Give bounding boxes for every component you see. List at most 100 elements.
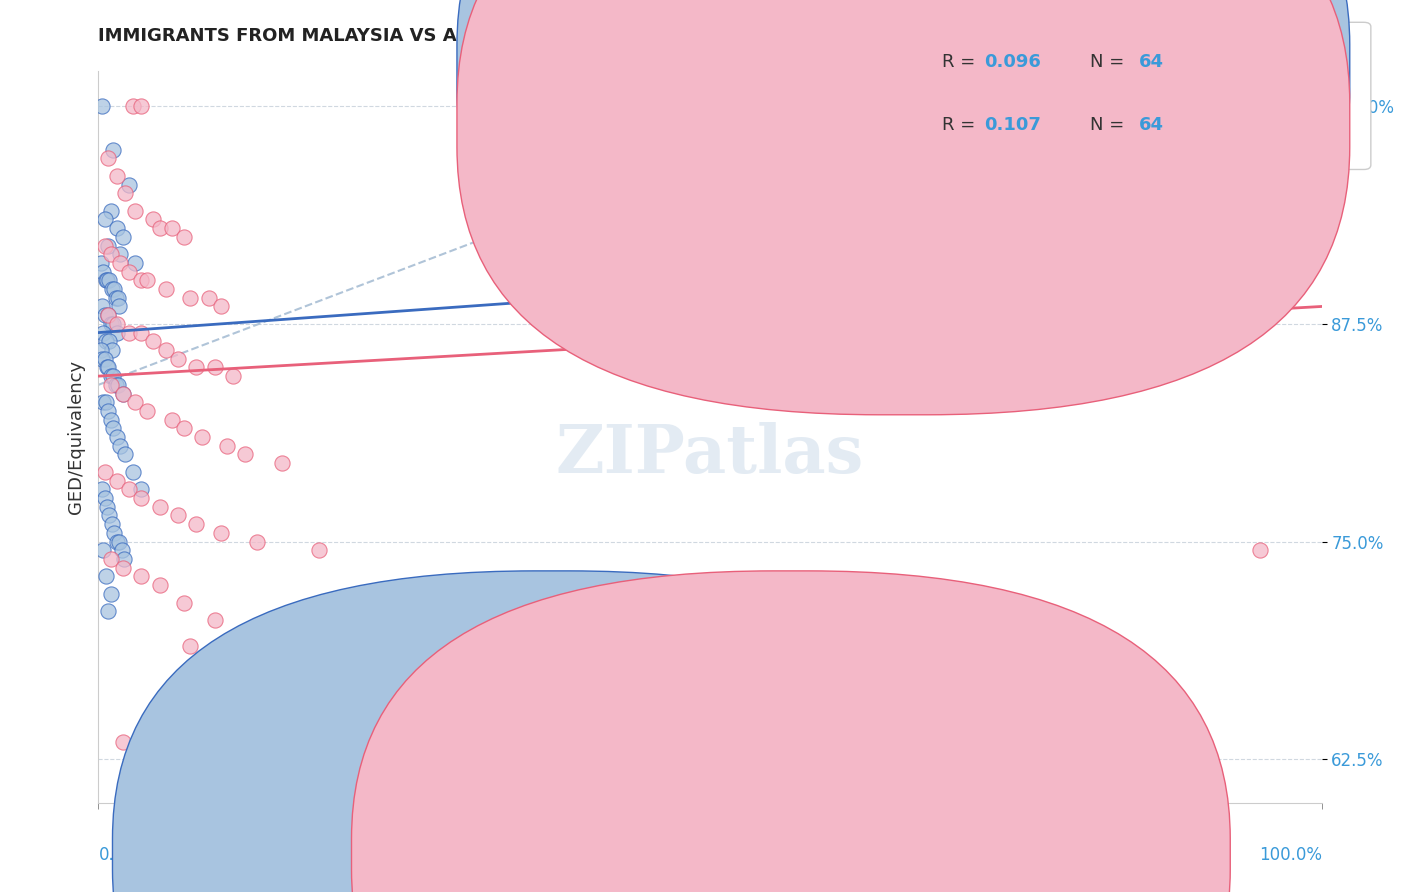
Text: 64: 64 [1139,116,1164,134]
Point [112,552,135,566]
Point [97,604,120,618]
Point [94,273,117,287]
Point [111,229,134,244]
Point [91,395,114,409]
Point [114,186,136,201]
Point [94,334,117,349]
Point [222,369,245,384]
Text: Source: ZipAtlas.com: Source: ZipAtlas.com [1160,27,1308,41]
Point [100,317,122,331]
Point [101,282,124,296]
Point [111,386,134,401]
Point [93,491,115,505]
Point [118,326,141,340]
Point [97,308,120,322]
Point [392,708,416,723]
Point [101,369,124,384]
Point [97,238,120,252]
Point [105,221,128,235]
Point [121,465,143,479]
Point [90,256,112,270]
Point [104,291,127,305]
Point [240,631,263,645]
Point [91,351,114,366]
Point [100,247,122,261]
Point [179,291,201,305]
Text: R =: R = [942,54,981,71]
Text: ZIPatlas: ZIPatlas [555,422,865,487]
Point [101,143,124,157]
Point [283,657,305,671]
Point [100,369,122,384]
Text: 0.0%: 0.0% [98,847,141,864]
Point [124,203,146,218]
Point [100,587,122,601]
Point [108,300,131,314]
Text: IMMIGRANTS FROM MALAYSIA VS ARAB GED/EQUIVALENCY CORRELATION CHART: IMMIGRANTS FROM MALAYSIA VS ARAB GED/EQU… [98,27,915,45]
Text: R =: R = [942,116,987,134]
Point [233,448,256,462]
Point [155,282,177,296]
Point [191,430,214,444]
Point [118,178,141,192]
Point [100,552,122,566]
Point [93,212,115,227]
Point [105,317,128,331]
Point [91,300,114,314]
Point [96,500,118,514]
Point [97,404,120,418]
Point [204,360,226,375]
Point [209,300,232,314]
Point [94,395,117,409]
Point [107,377,129,392]
Point [149,221,172,235]
Point [129,273,152,287]
Point [332,682,354,697]
Text: Arabs: Arabs [815,846,863,863]
Point [93,351,115,366]
Point [308,543,330,558]
Point [167,351,190,366]
Point [91,543,114,558]
Point [111,386,134,401]
Point [101,421,124,435]
Point [186,360,208,375]
Point [91,265,114,279]
Point [136,404,159,418]
Text: 100.0%: 100.0% [1258,847,1322,864]
Point [270,456,294,470]
Point [155,343,177,357]
Point [160,221,183,235]
Point [91,99,114,113]
Point [124,395,146,409]
Point [124,256,146,270]
Point [97,360,120,375]
Point [1250,543,1272,558]
Point [91,483,114,497]
Point [100,203,122,218]
Point [129,483,152,497]
Text: N =: N = [1090,116,1129,134]
Point [142,212,165,227]
Point [129,569,152,583]
Point [114,448,136,462]
Point [97,308,120,322]
Point [129,99,152,113]
Y-axis label: GED/Equivalency: GED/Equivalency [66,360,84,514]
Point [110,439,132,453]
Point [173,229,195,244]
Point [173,421,195,435]
Text: Immigrants from Malaysia: Immigrants from Malaysia [576,846,793,863]
Point [91,326,114,340]
Text: 0.096: 0.096 [984,54,1040,71]
Point [111,735,134,749]
Point [97,152,120,166]
Point [209,525,232,540]
Point [105,474,128,488]
Point [197,291,219,305]
Point [136,273,159,287]
Point [118,483,141,497]
Point [142,334,165,349]
Point [96,360,118,375]
Point [129,326,152,340]
